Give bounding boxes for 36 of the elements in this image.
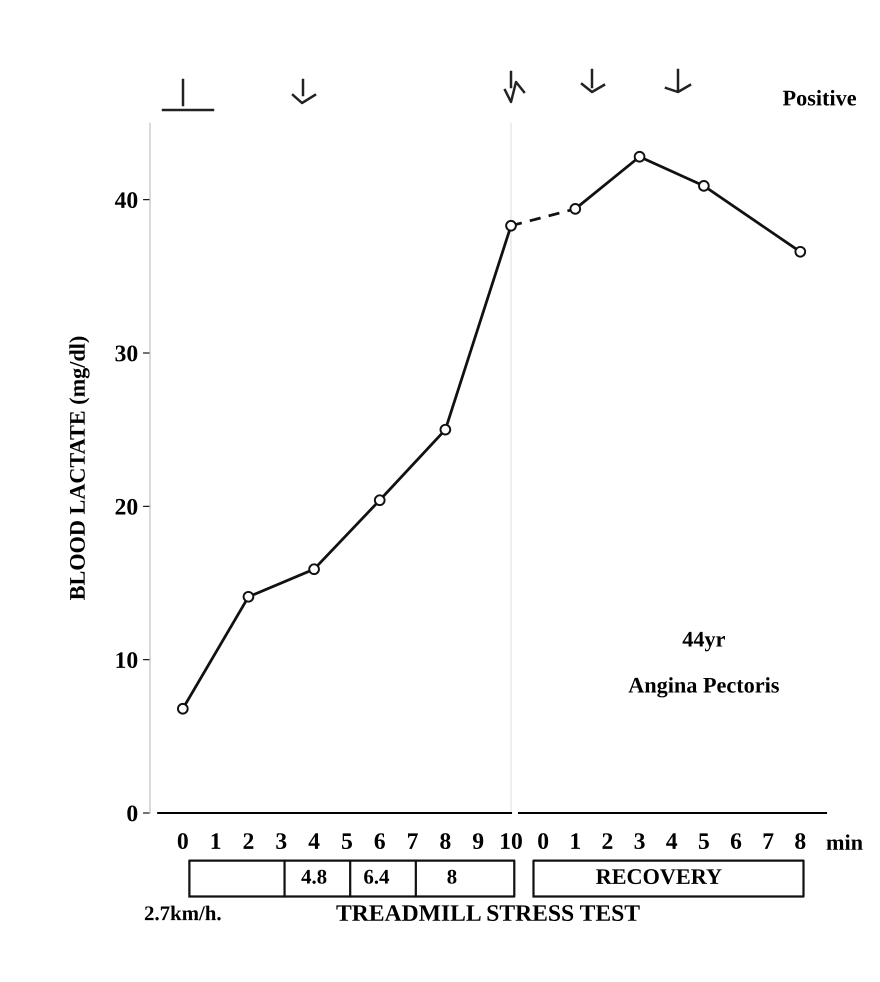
- text: Positive: [782, 90, 856, 106]
- x-tick-label: 6: [730, 833, 742, 850]
- text: 4.8: [301, 870, 326, 884]
- x-tick-label: 7: [408, 833, 418, 849]
- x-tick-label: 5: [698, 833, 709, 850]
- text: TREADMILL STRESS TEST: [336, 905, 640, 922]
- x-tick-label: 3: [276, 833, 286, 850]
- y-axis-title: BLOOD LACTATE (mg/dl): [69, 336, 90, 600]
- x-tick-label: 0: [538, 833, 548, 850]
- x-tick-label: 4: [308, 833, 320, 849]
- y-tick-label: 20: [116, 498, 138, 515]
- text: RECOVERY: [596, 869, 722, 884]
- x-tick-label: 1: [571, 833, 580, 849]
- annotation: 44yr: [682, 632, 725, 652]
- x-tick-label: 8: [795, 833, 806, 850]
- x-tick-label: 9: [472, 833, 484, 850]
- text: 6.4: [364, 870, 390, 884]
- x-tick-label: 8: [440, 833, 450, 850]
- x-tick-label: 0: [178, 833, 188, 850]
- annotation: Angina Pectoris: [628, 677, 779, 698]
- x-tick-label: 5: [342, 833, 352, 850]
- y-tick-label: 30: [115, 345, 138, 362]
- x-tick-label: 3: [634, 833, 645, 850]
- x-tick-label: 1: [212, 833, 220, 849]
- text: 8: [447, 870, 456, 884]
- y-tick-label: 0: [127, 805, 138, 822]
- x-tick-label: 2: [244, 833, 254, 849]
- text: 2.7km/h.: [144, 906, 221, 920]
- y-tick-label: 10: [116, 652, 138, 668]
- x-axis-title: min: [826, 834, 863, 850]
- y-tick-label: 40: [114, 192, 138, 208]
- x-tick-label: 7: [764, 833, 774, 849]
- x-tick-label: 2: [602, 833, 612, 849]
- x-tick-label: 10: [501, 833, 522, 850]
- x-tick-label: 4: [666, 833, 678, 849]
- x-tick-label: 6: [374, 833, 385, 850]
